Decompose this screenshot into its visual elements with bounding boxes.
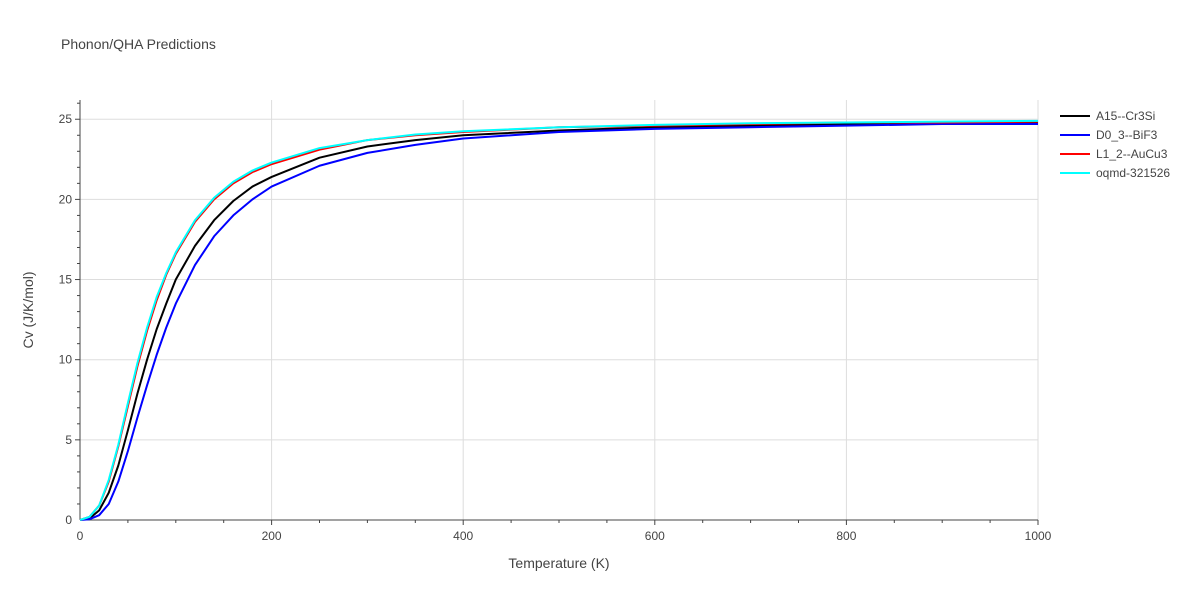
legend-swatch bbox=[1060, 171, 1090, 174]
series-line-A15--Cr3Si bbox=[79, 121, 1039, 521]
legend-swatch bbox=[1060, 114, 1090, 117]
legend-item[interactable]: oqmd-321526 bbox=[1060, 163, 1170, 182]
legend-item[interactable]: D0_3--BiF3 bbox=[1060, 125, 1170, 144]
x-axis-title: Temperature (K) bbox=[508, 555, 609, 571]
series-line-D0_3--BiF3 bbox=[79, 123, 1038, 521]
x-tick-label: 400 bbox=[453, 529, 473, 543]
legend-swatch bbox=[1060, 152, 1090, 155]
series-line-L1_2--AuCu3 bbox=[79, 120, 1039, 521]
y-tick-label: 10 bbox=[59, 353, 73, 367]
x-tick-label: 800 bbox=[836, 529, 856, 543]
legend-label: L1_2--AuCu3 bbox=[1096, 146, 1168, 161]
series-line-oqmd-321526 bbox=[79, 119, 1039, 521]
y-tick-label: 25 bbox=[59, 112, 73, 126]
y-axis-title: Cv (J/K/mol) bbox=[20, 272, 36, 349]
legend-swatch bbox=[1060, 133, 1090, 136]
legend-label: oqmd-321526 bbox=[1096, 165, 1171, 180]
legend: A15--Cr3Si D0_3--BiF3 L1_2--AuCu3 oqmd-3215… bbox=[1060, 106, 1170, 182]
y-tick-label: 5 bbox=[65, 433, 72, 447]
x-tick-label: 200 bbox=[262, 529, 282, 543]
chart-title: Phonon/QHA Predictions bbox=[61, 36, 216, 52]
legend-item[interactable]: A15--Cr3Si bbox=[1060, 106, 1170, 125]
series-layer bbox=[79, 119, 1039, 521]
legend-item[interactable]: L1_2--AuCu3 bbox=[1060, 144, 1170, 163]
grid-layer bbox=[80, 100, 1039, 520]
y-tick-label: 0 bbox=[65, 513, 72, 527]
x-tick-label: 600 bbox=[645, 529, 665, 543]
legend-label: A15--Cr3Si bbox=[1096, 108, 1156, 123]
x-tick-label: 0 bbox=[77, 529, 84, 543]
y-tick-label: 20 bbox=[59, 192, 73, 206]
legend-label: D0_3--BiF3 bbox=[1096, 127, 1158, 142]
axes-layer: 0 200 400 600 800 1000 0 5 10 15 20 25 bbox=[59, 100, 1052, 543]
y-tick-label: 15 bbox=[59, 273, 73, 287]
x-tick-label: 1000 bbox=[1025, 529, 1052, 543]
